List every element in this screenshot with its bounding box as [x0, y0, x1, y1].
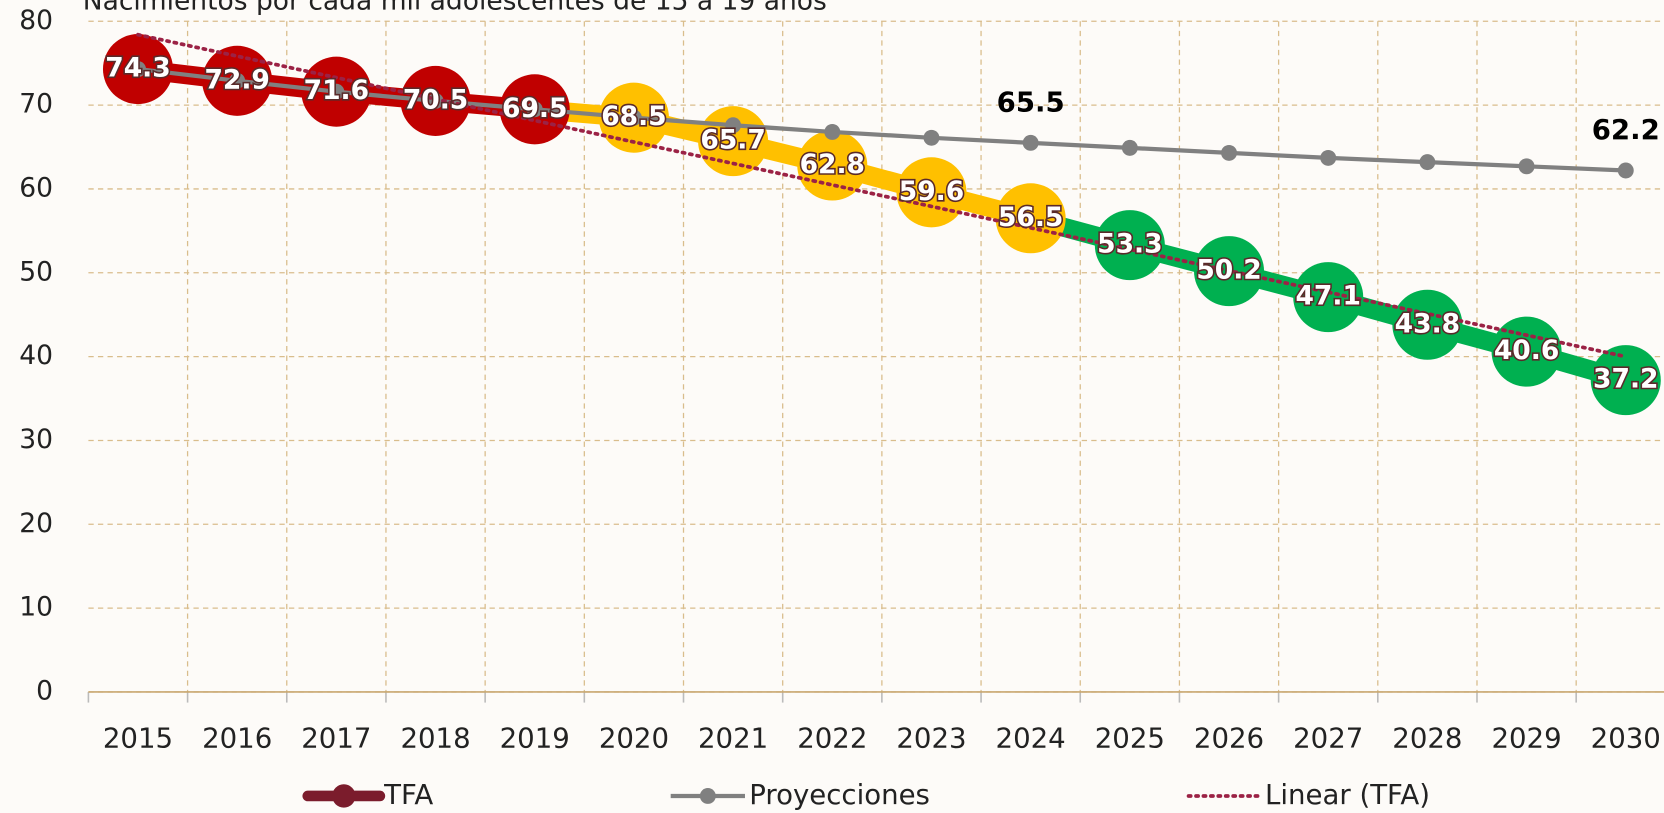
y-tick-label: 20: [19, 508, 53, 539]
proyecciones-point: [1023, 135, 1039, 151]
proyecciones-label: 65.5: [997, 86, 1065, 119]
tfa-label: 59.6: [899, 176, 964, 207]
proyecciones-point: [1419, 154, 1435, 170]
tfa-label: 70.5: [403, 84, 468, 115]
x-tick-label: 2019: [500, 722, 570, 755]
y-axis-title: Nacimientos por cada mil adolescentes de…: [83, 0, 827, 17]
tfa-label: 69.5: [502, 93, 567, 124]
legend-label: Proyecciones: [749, 778, 930, 811]
tfa-label: 40.6: [1494, 335, 1559, 366]
proyecciones-point: [824, 124, 840, 140]
tfa-label: 37.2: [1593, 364, 1658, 395]
x-tick-label: 2024: [996, 722, 1066, 755]
x-tick-label: 2027: [1293, 722, 1363, 755]
x-tick-label: 2021: [698, 722, 768, 755]
proyecciones-point: [1320, 150, 1336, 166]
tfa-label: 68.5: [601, 101, 666, 132]
x-tick-label: 2026: [1194, 722, 1264, 755]
x-tick-label: 2022: [797, 722, 867, 755]
y-tick-label: 70: [19, 89, 53, 120]
x-tick-label: 2017: [301, 722, 371, 755]
proyecciones-point: [1519, 158, 1535, 174]
legend-marker: [332, 784, 355, 807]
legend-label: TFA: [383, 778, 433, 811]
y-tick-label: 60: [19, 172, 53, 203]
x-tick-label: 2025: [1095, 722, 1165, 755]
x-tick-label: 2029: [1491, 722, 1561, 755]
tfa-label: 43.8: [1395, 308, 1460, 339]
chart: Nacimientos por cada mil adolescentes de…: [0, 0, 1664, 813]
y-tick-label: 40: [19, 340, 53, 371]
x-tick-label: 2018: [400, 722, 470, 755]
tfa-label: 71.6: [304, 75, 369, 106]
tfa-label: 65.7: [700, 125, 765, 156]
legend-marker: [700, 788, 716, 804]
page: Nacimientos por cada mil adolescentes de…: [0, 0, 1664, 813]
x-tick-label: 2016: [202, 722, 272, 755]
proyecciones-point: [1221, 145, 1237, 161]
tfa-label: 50.2: [1196, 255, 1261, 286]
tfa-label: 72.9: [204, 64, 269, 95]
y-tick-label: 10: [19, 592, 53, 623]
tfa-label: 53.3: [1097, 229, 1162, 260]
tfa-label: 62.8: [800, 149, 865, 180]
legend-label: Linear (TFA): [1265, 778, 1430, 811]
x-tick-label: 2015: [103, 722, 173, 755]
y-tick-label: 0: [36, 675, 53, 706]
x-tick-label: 2030: [1591, 722, 1661, 755]
tfa-label: 74.3: [105, 53, 170, 84]
proyecciones-point: [1122, 140, 1138, 156]
y-tick-label: 50: [19, 256, 53, 287]
y-tick-label: 80: [19, 5, 53, 36]
proyecciones-label: 62.2: [1592, 113, 1660, 146]
proyecciones-point: [924, 130, 940, 146]
x-tick-label: 2020: [599, 722, 669, 755]
y-tick-label: 30: [19, 424, 53, 455]
tfa-label: 56.5: [998, 202, 1063, 233]
proyecciones-point: [1618, 163, 1634, 179]
x-tick-label: 2023: [896, 722, 966, 755]
tfa-label: 47.1: [1295, 281, 1360, 312]
x-tick-label: 2028: [1392, 722, 1462, 755]
